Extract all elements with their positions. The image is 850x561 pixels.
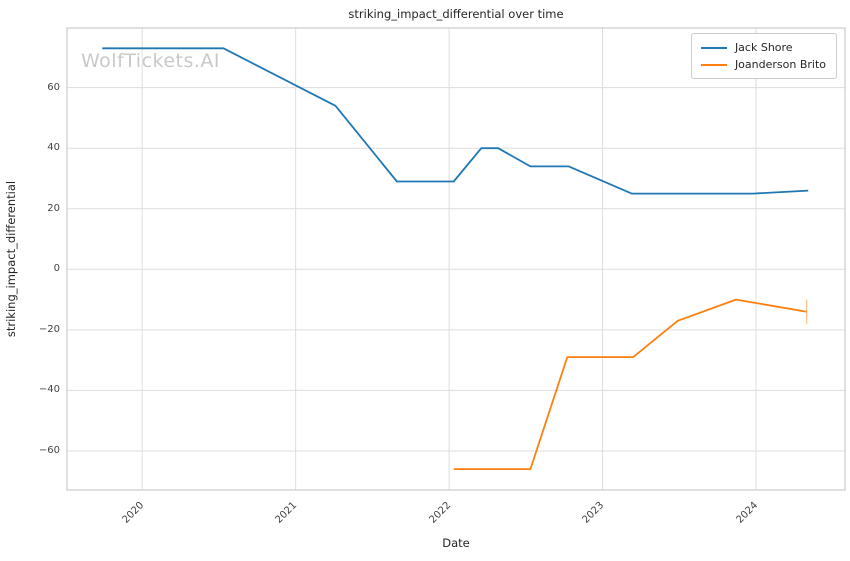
- watermark: WolfTickets.AI: [81, 50, 221, 72]
- y-tick-label: −40: [38, 384, 60, 396]
- legend-entry: Joanderson Brito: [700, 56, 826, 73]
- legend: Jack Shore Joanderson Brito: [690, 33, 837, 79]
- legend-entry: Jack Shore: [700, 39, 826, 56]
- y-tick-label: 60: [47, 81, 60, 93]
- x-axis-label: Date: [442, 536, 470, 550]
- series-line-joanderson-brito: [453, 298, 807, 471]
- legend-line-swatch: [700, 63, 727, 66]
- y-tick-label: 20: [47, 202, 60, 214]
- y-tick-label: −20: [38, 323, 60, 335]
- legend-label: Joanderson Brito: [734, 58, 826, 71]
- y-tick-label: 0: [53, 263, 60, 275]
- y-tick-label: 40: [47, 142, 60, 154]
- chart-title: striking_impact_differential over time: [348, 7, 564, 21]
- y-axis-label: striking_impact_differential: [4, 180, 18, 338]
- legend-line-swatch: [700, 46, 727, 49]
- plot-border: [66, 27, 846, 491]
- y-tick-label: −60: [38, 444, 60, 456]
- legend-label: Jack Shore: [734, 41, 793, 54]
- series-line-jack-shore: [102, 47, 809, 195]
